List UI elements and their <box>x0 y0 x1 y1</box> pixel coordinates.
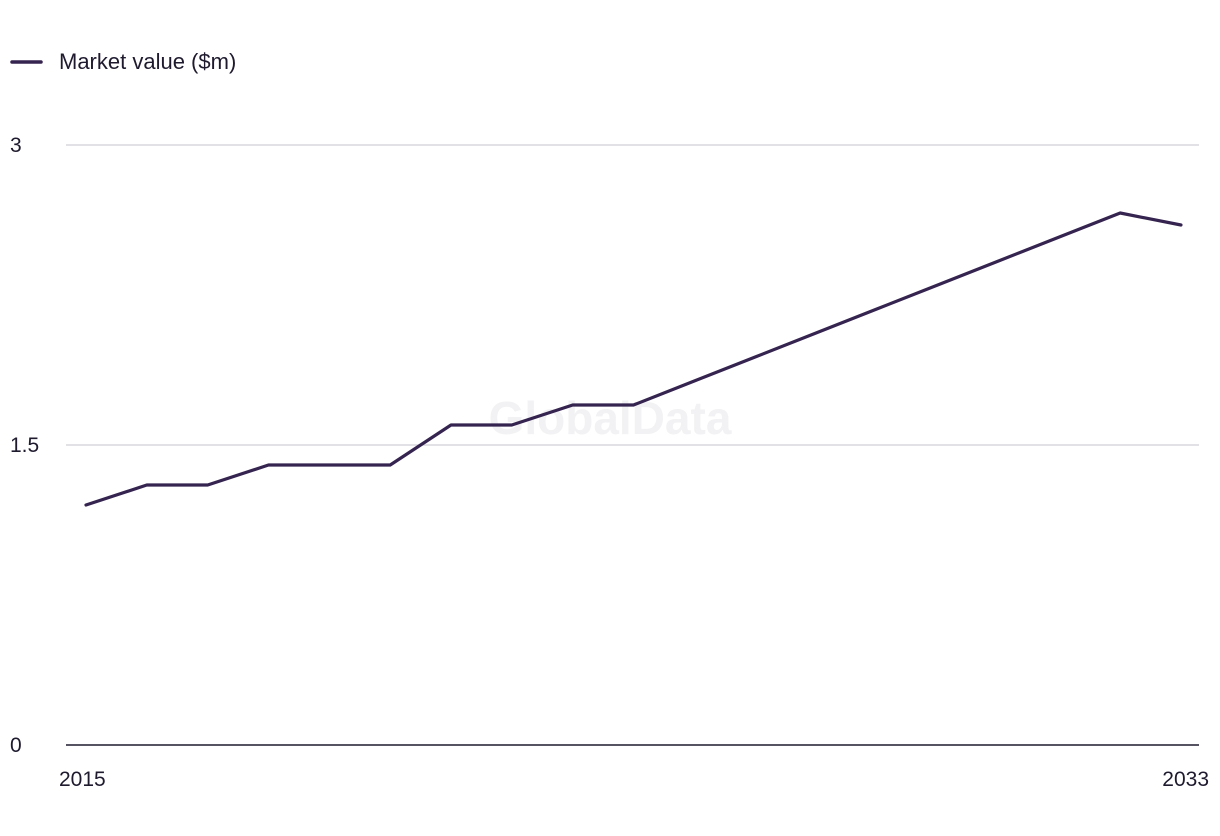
watermark-text: GlobalData <box>489 392 732 444</box>
x-tick-label-end: 2033 <box>1162 768 1209 791</box>
legend-label: Market value ($m) <box>59 49 236 74</box>
y-tick-label: 3 <box>10 134 22 157</box>
x-axis-tick-labels: 2015 2033 <box>59 768 1209 791</box>
gridlines <box>66 144 1199 446</box>
legend: Market value ($m) <box>10 49 236 74</box>
x-tick-label-start: 2015 <box>59 768 106 791</box>
series-layer <box>84 211 1183 507</box>
y-tick-label: 1.5 <box>10 434 39 457</box>
y-axis-tick-labels: 01.53 <box>10 134 39 757</box>
y-tick-label: 0 <box>10 734 22 757</box>
series-line-market-value <box>84 211 1183 507</box>
